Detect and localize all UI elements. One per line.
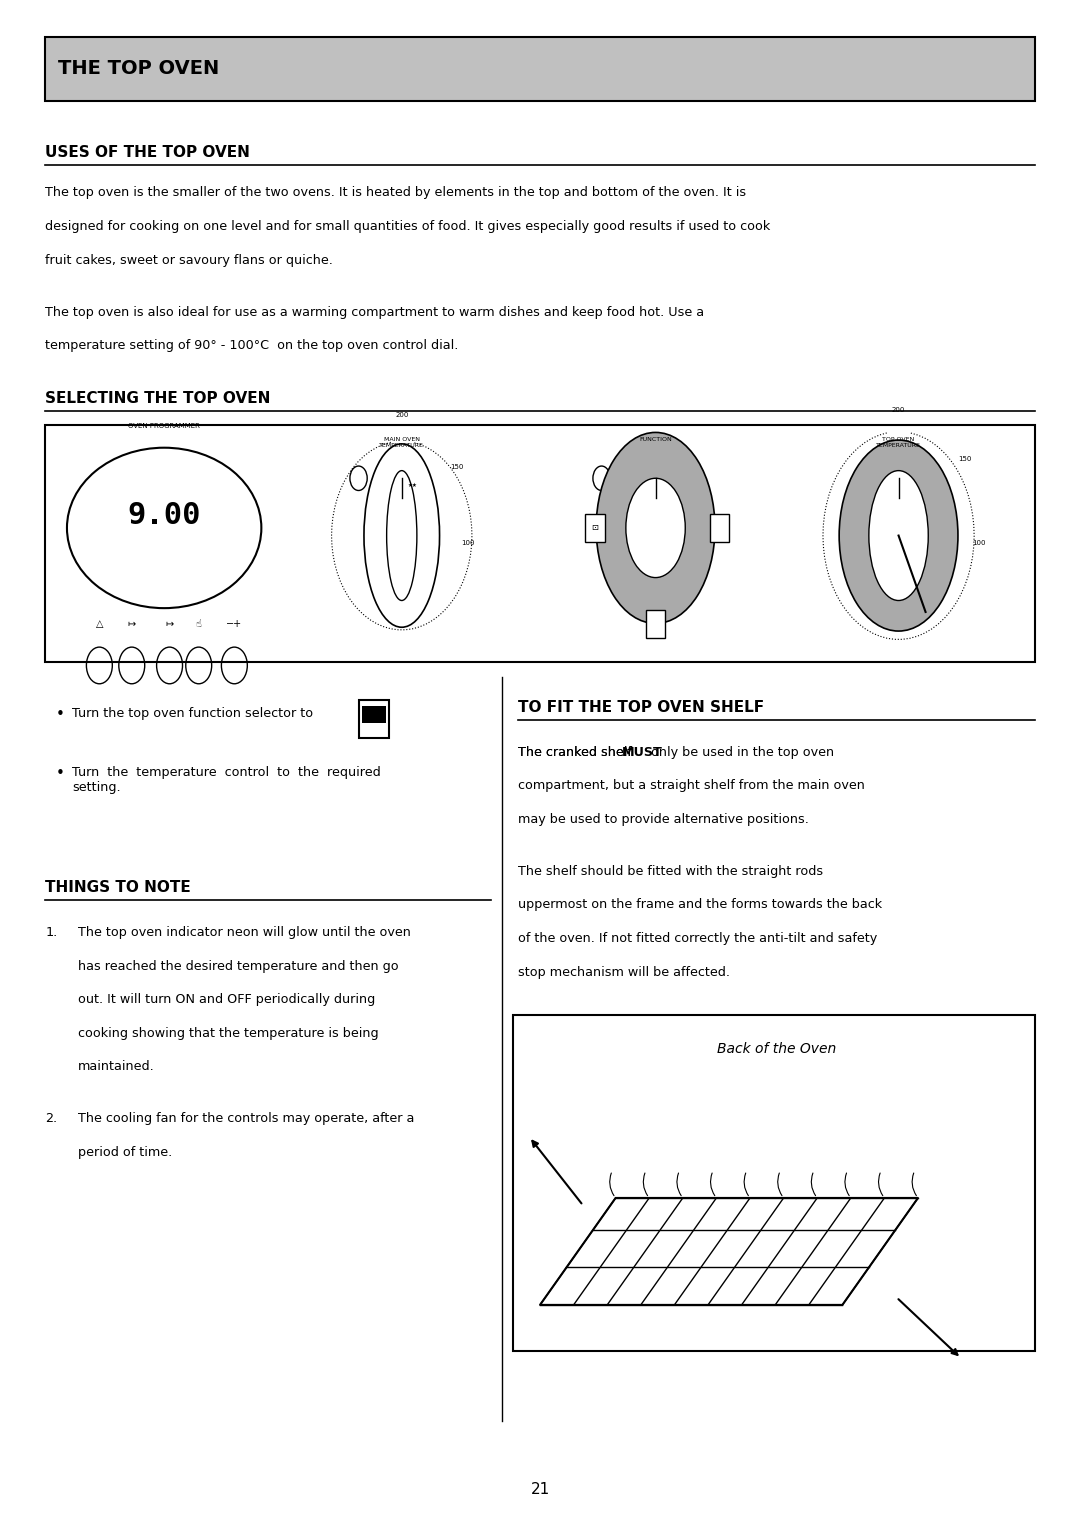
Bar bbox=[362, 706, 386, 715]
Bar bbox=[585, 515, 605, 542]
Text: 9.00: 9.00 bbox=[127, 501, 201, 530]
Text: 150: 150 bbox=[450, 465, 463, 469]
Ellipse shape bbox=[596, 432, 715, 623]
Text: ↦: ↦ bbox=[127, 619, 136, 630]
Text: ☝: ☝ bbox=[195, 619, 202, 630]
Bar bbox=[362, 714, 386, 723]
Text: The cooling fan for the controls may operate, after a: The cooling fan for the controls may ope… bbox=[78, 1112, 414, 1126]
Text: cooking showing that the temperature is being: cooking showing that the temperature is … bbox=[78, 1027, 378, 1041]
FancyBboxPatch shape bbox=[45, 37, 1035, 101]
Text: 150: 150 bbox=[958, 457, 971, 461]
Ellipse shape bbox=[387, 471, 417, 601]
Text: 200: 200 bbox=[395, 413, 408, 419]
Polygon shape bbox=[540, 1198, 918, 1305]
Text: 100: 100 bbox=[972, 541, 986, 545]
Text: Back of the Oven: Back of the Oven bbox=[717, 1042, 836, 1056]
Text: Turn the top oven function selector to: Turn the top oven function selector to bbox=[72, 707, 313, 721]
Text: ★★: ★★ bbox=[407, 483, 418, 489]
Text: −+: −+ bbox=[227, 619, 242, 630]
Text: THINGS TO NOTE: THINGS TO NOTE bbox=[45, 880, 191, 895]
Text: 100: 100 bbox=[461, 541, 475, 545]
Bar bbox=[359, 700, 389, 738]
Text: temperature setting of 90° - 100°C  on the top oven control dial.: temperature setting of 90° - 100°C on th… bbox=[45, 339, 459, 353]
Ellipse shape bbox=[67, 448, 261, 608]
FancyBboxPatch shape bbox=[513, 1015, 1035, 1351]
Text: 21: 21 bbox=[530, 1482, 550, 1497]
Bar bbox=[646, 611, 665, 639]
Text: uppermost on the frame and the forms towards the back: uppermost on the frame and the forms tow… bbox=[518, 898, 882, 912]
Text: MAIN OVEN
TEMPERATURE: MAIN OVEN TEMPERATURE bbox=[379, 437, 424, 448]
Text: only be used in the top oven: only be used in the top oven bbox=[647, 746, 835, 759]
Text: △: △ bbox=[96, 619, 103, 630]
Text: ⊡: ⊡ bbox=[592, 524, 598, 532]
Text: stop mechanism will be affected.: stop mechanism will be affected. bbox=[518, 966, 730, 979]
Text: •: • bbox=[56, 707, 65, 723]
Text: designed for cooking on one level and for small quantities of food. It gives esp: designed for cooking on one level and fo… bbox=[45, 220, 771, 234]
Text: compartment, but a straight shelf from the main oven: compartment, but a straight shelf from t… bbox=[518, 779, 865, 793]
Text: out. It will turn ON and OFF periodically during: out. It will turn ON and OFF periodicall… bbox=[78, 993, 375, 1007]
Text: MUST: MUST bbox=[621, 746, 662, 759]
Text: Turn  the  temperature  control  to  the  required
setting.: Turn the temperature control to the requ… bbox=[72, 766, 381, 793]
Ellipse shape bbox=[839, 440, 958, 631]
Text: period of time.: period of time. bbox=[78, 1146, 172, 1160]
Ellipse shape bbox=[868, 471, 929, 601]
Text: 2.: 2. bbox=[45, 1112, 57, 1126]
Text: The top oven is also ideal for use as a warming compartment to warm dishes and k: The top oven is also ideal for use as a … bbox=[45, 306, 704, 319]
Text: The cranked shelf: The cranked shelf bbox=[518, 746, 636, 759]
Text: ↦: ↦ bbox=[165, 619, 174, 630]
Text: 200: 200 bbox=[892, 408, 905, 414]
FancyBboxPatch shape bbox=[45, 425, 1035, 662]
Text: OVEN PROGRAMMER: OVEN PROGRAMMER bbox=[129, 423, 200, 429]
Text: fruit cakes, sweet or savoury flans or quiche.: fruit cakes, sweet or savoury flans or q… bbox=[45, 254, 334, 267]
Text: USES OF THE TOP OVEN: USES OF THE TOP OVEN bbox=[45, 145, 251, 160]
Text: maintained.: maintained. bbox=[78, 1060, 154, 1074]
Text: •: • bbox=[56, 766, 65, 781]
Text: 1.: 1. bbox=[45, 926, 57, 940]
Text: The top oven is the smaller of the two ovens. It is heated by elements in the to: The top oven is the smaller of the two o… bbox=[45, 186, 746, 200]
Text: The top oven indicator neon will glow until the oven: The top oven indicator neon will glow un… bbox=[78, 926, 410, 940]
Ellipse shape bbox=[626, 478, 686, 578]
Text: SELECTING THE TOP OVEN: SELECTING THE TOP OVEN bbox=[45, 391, 271, 406]
Text: of the oven. If not fitted correctly the anti-tilt and safety: of the oven. If not fitted correctly the… bbox=[518, 932, 878, 946]
Text: THE TOP OVEN: THE TOP OVEN bbox=[58, 60, 219, 78]
Bar bbox=[710, 515, 729, 542]
Text: TO FIT THE TOP OVEN SHELF: TO FIT THE TOP OVEN SHELF bbox=[518, 700, 765, 715]
Text: may be used to provide alternative positions.: may be used to provide alternative posit… bbox=[518, 813, 809, 827]
Ellipse shape bbox=[364, 445, 440, 628]
Text: FUNCTION: FUNCTION bbox=[639, 437, 672, 442]
Text: has reached the desired temperature and then go: has reached the desired temperature and … bbox=[78, 960, 399, 973]
Text: The shelf should be fitted with the straight rods: The shelf should be fitted with the stra… bbox=[518, 865, 824, 879]
Text: The cranked shelf: The cranked shelf bbox=[518, 746, 636, 759]
Text: TOP OVEN
TEMPERATURE: TOP OVEN TEMPERATURE bbox=[876, 437, 921, 448]
